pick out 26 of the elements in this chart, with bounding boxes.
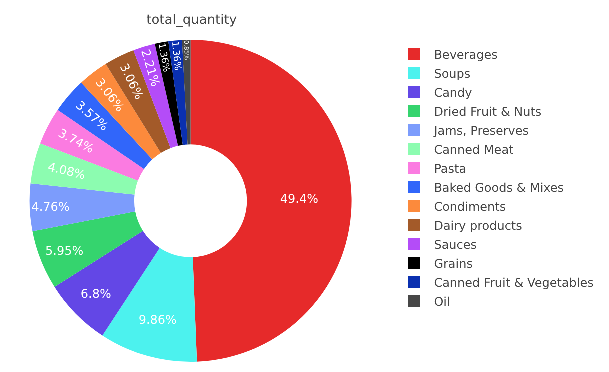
legend-label: Canned Fruit & Vegetables: [434, 276, 594, 290]
data-label: 9.86%: [138, 312, 177, 327]
legend-label: Soups: [434, 67, 471, 82]
data-label: 5.95%: [46, 244, 84, 258]
legend-label: Condiments: [434, 200, 506, 214]
data-label: 4.08%: [46, 160, 88, 182]
donut-slice: [168, 40, 188, 146]
donut-slice: [182, 40, 191, 145]
chart-title: total_quantity: [146, 12, 238, 28]
donut-slice: [30, 184, 136, 232]
legend-label: Oil: [434, 295, 450, 310]
legend-label: Beverages: [434, 48, 498, 62]
legend-label: Pasta: [434, 162, 467, 176]
legend-label: Baked Goods & Mixes: [434, 181, 564, 196]
legend-label: Dried Fruit & Nuts: [434, 105, 542, 120]
legend-label: Sauces: [434, 238, 478, 252]
data-label: 4.76%: [32, 200, 70, 214]
legend-label: Candy: [434, 86, 472, 100]
legend-label: Grains: [434, 257, 473, 272]
legend-label: Jams, Preserves: [433, 124, 530, 138]
data-label: 49.4%: [280, 192, 319, 206]
legend-label: Dairy products: [434, 219, 522, 234]
donut-slice: [32, 212, 144, 288]
data-label: 6.8%: [80, 287, 112, 302]
donut-slice: [190, 40, 352, 362]
legend-label: Canned Meat: [434, 143, 514, 158]
